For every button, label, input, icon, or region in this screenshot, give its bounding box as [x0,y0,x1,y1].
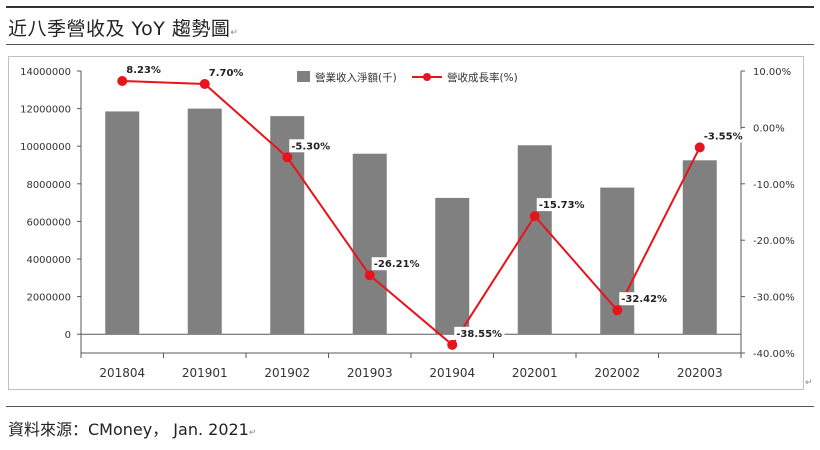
legend-bar-swatch [297,71,310,82]
x-tick-label: 201901 [182,366,228,380]
return-mark: ↵ [805,378,813,388]
revenue-bar [682,160,717,335]
right-tick-label: -20.00% [753,236,795,247]
left-tick-label: 2000000 [26,293,71,304]
return-mark: ↵ [230,28,239,38]
left-tick-label: 12000000 [20,105,71,116]
top-rule [6,6,814,8]
growth-point [282,152,293,163]
growth-point [117,75,128,86]
revenue-bar [435,197,470,335]
growth-data-label: -5.30% [291,141,330,152]
revenue-bar [187,108,222,335]
growth-point [612,305,623,316]
growth-data-label: 7.70% [209,68,244,79]
left-tick-label: 10000000 [20,142,71,153]
left-tick-label: 8000000 [26,180,71,191]
data-label-bg [536,198,587,212]
x-tick-label: 202003 [677,366,723,380]
right-tick-label: -30.00% [753,293,795,304]
growth-data-label: -32.42% [621,294,667,305]
data-label-bg [701,129,746,143]
data-label-bg [619,292,670,306]
growth-data-label: -3.55% [704,131,743,142]
x-tick-label: 201903 [347,366,393,380]
x-tick-label: 201904 [429,366,475,380]
right-tick-label: 10.00% [753,67,791,78]
growth-point [199,78,210,89]
right-tick-label: -40.00% [753,349,795,360]
left-tick-label: 6000000 [26,217,71,228]
title-rule [6,44,814,45]
x-tick-label: 202001 [512,366,558,380]
revenue-bar [105,111,140,335]
page-title: 近八季營收及 YoY 趨勢圖↵ [8,18,239,40]
data-label-bg [289,139,333,153]
revenue-yoy-chart: 0 2000000 4000000 6000000 8000000 10000000 120… [20,62,795,380]
growth-line [122,79,701,347]
revenue-bar [352,153,387,335]
growth-data-label: -26.21% [374,259,420,270]
right-tick-label: 0.00% [753,123,785,134]
x-tick-label: 201902 [264,366,310,380]
bottom-rule [6,406,814,407]
revenue-bar [517,145,552,335]
right-tick-label: -10.00% [753,180,795,191]
growth-data-label: -15.73% [539,200,585,211]
legend-line-label: 營收成長率(%) [447,71,518,84]
growth-data-label: 8.23% [126,65,161,76]
data-label-bg [371,257,422,271]
x-tick-label: 202002 [594,366,640,380]
data-label-bg [124,62,162,76]
growth-point [694,142,705,153]
chart-frame: 0 2000000 4000000 6000000 8000000 10000000 120… [8,56,804,390]
growth-data-label: -38.55% [456,329,502,340]
x-tick-label: 201804 [99,366,145,380]
growth-point [364,270,375,281]
growth-point [447,339,458,350]
left-tick-label: 14000000 [20,67,71,78]
data-label-bg [206,65,244,79]
data-label-bg [454,326,505,340]
source-note: 資料來源：CMoney， Jan. 2021↵ [8,420,257,439]
left-tick-label: 0 [65,330,71,341]
legend-bar-label: 營業收入淨額(千) [315,71,397,84]
left-tick-label: 4000000 [26,255,71,266]
growth-point [529,211,540,222]
return-mark: ↵ [248,428,257,438]
legend-line-marker [423,73,431,81]
